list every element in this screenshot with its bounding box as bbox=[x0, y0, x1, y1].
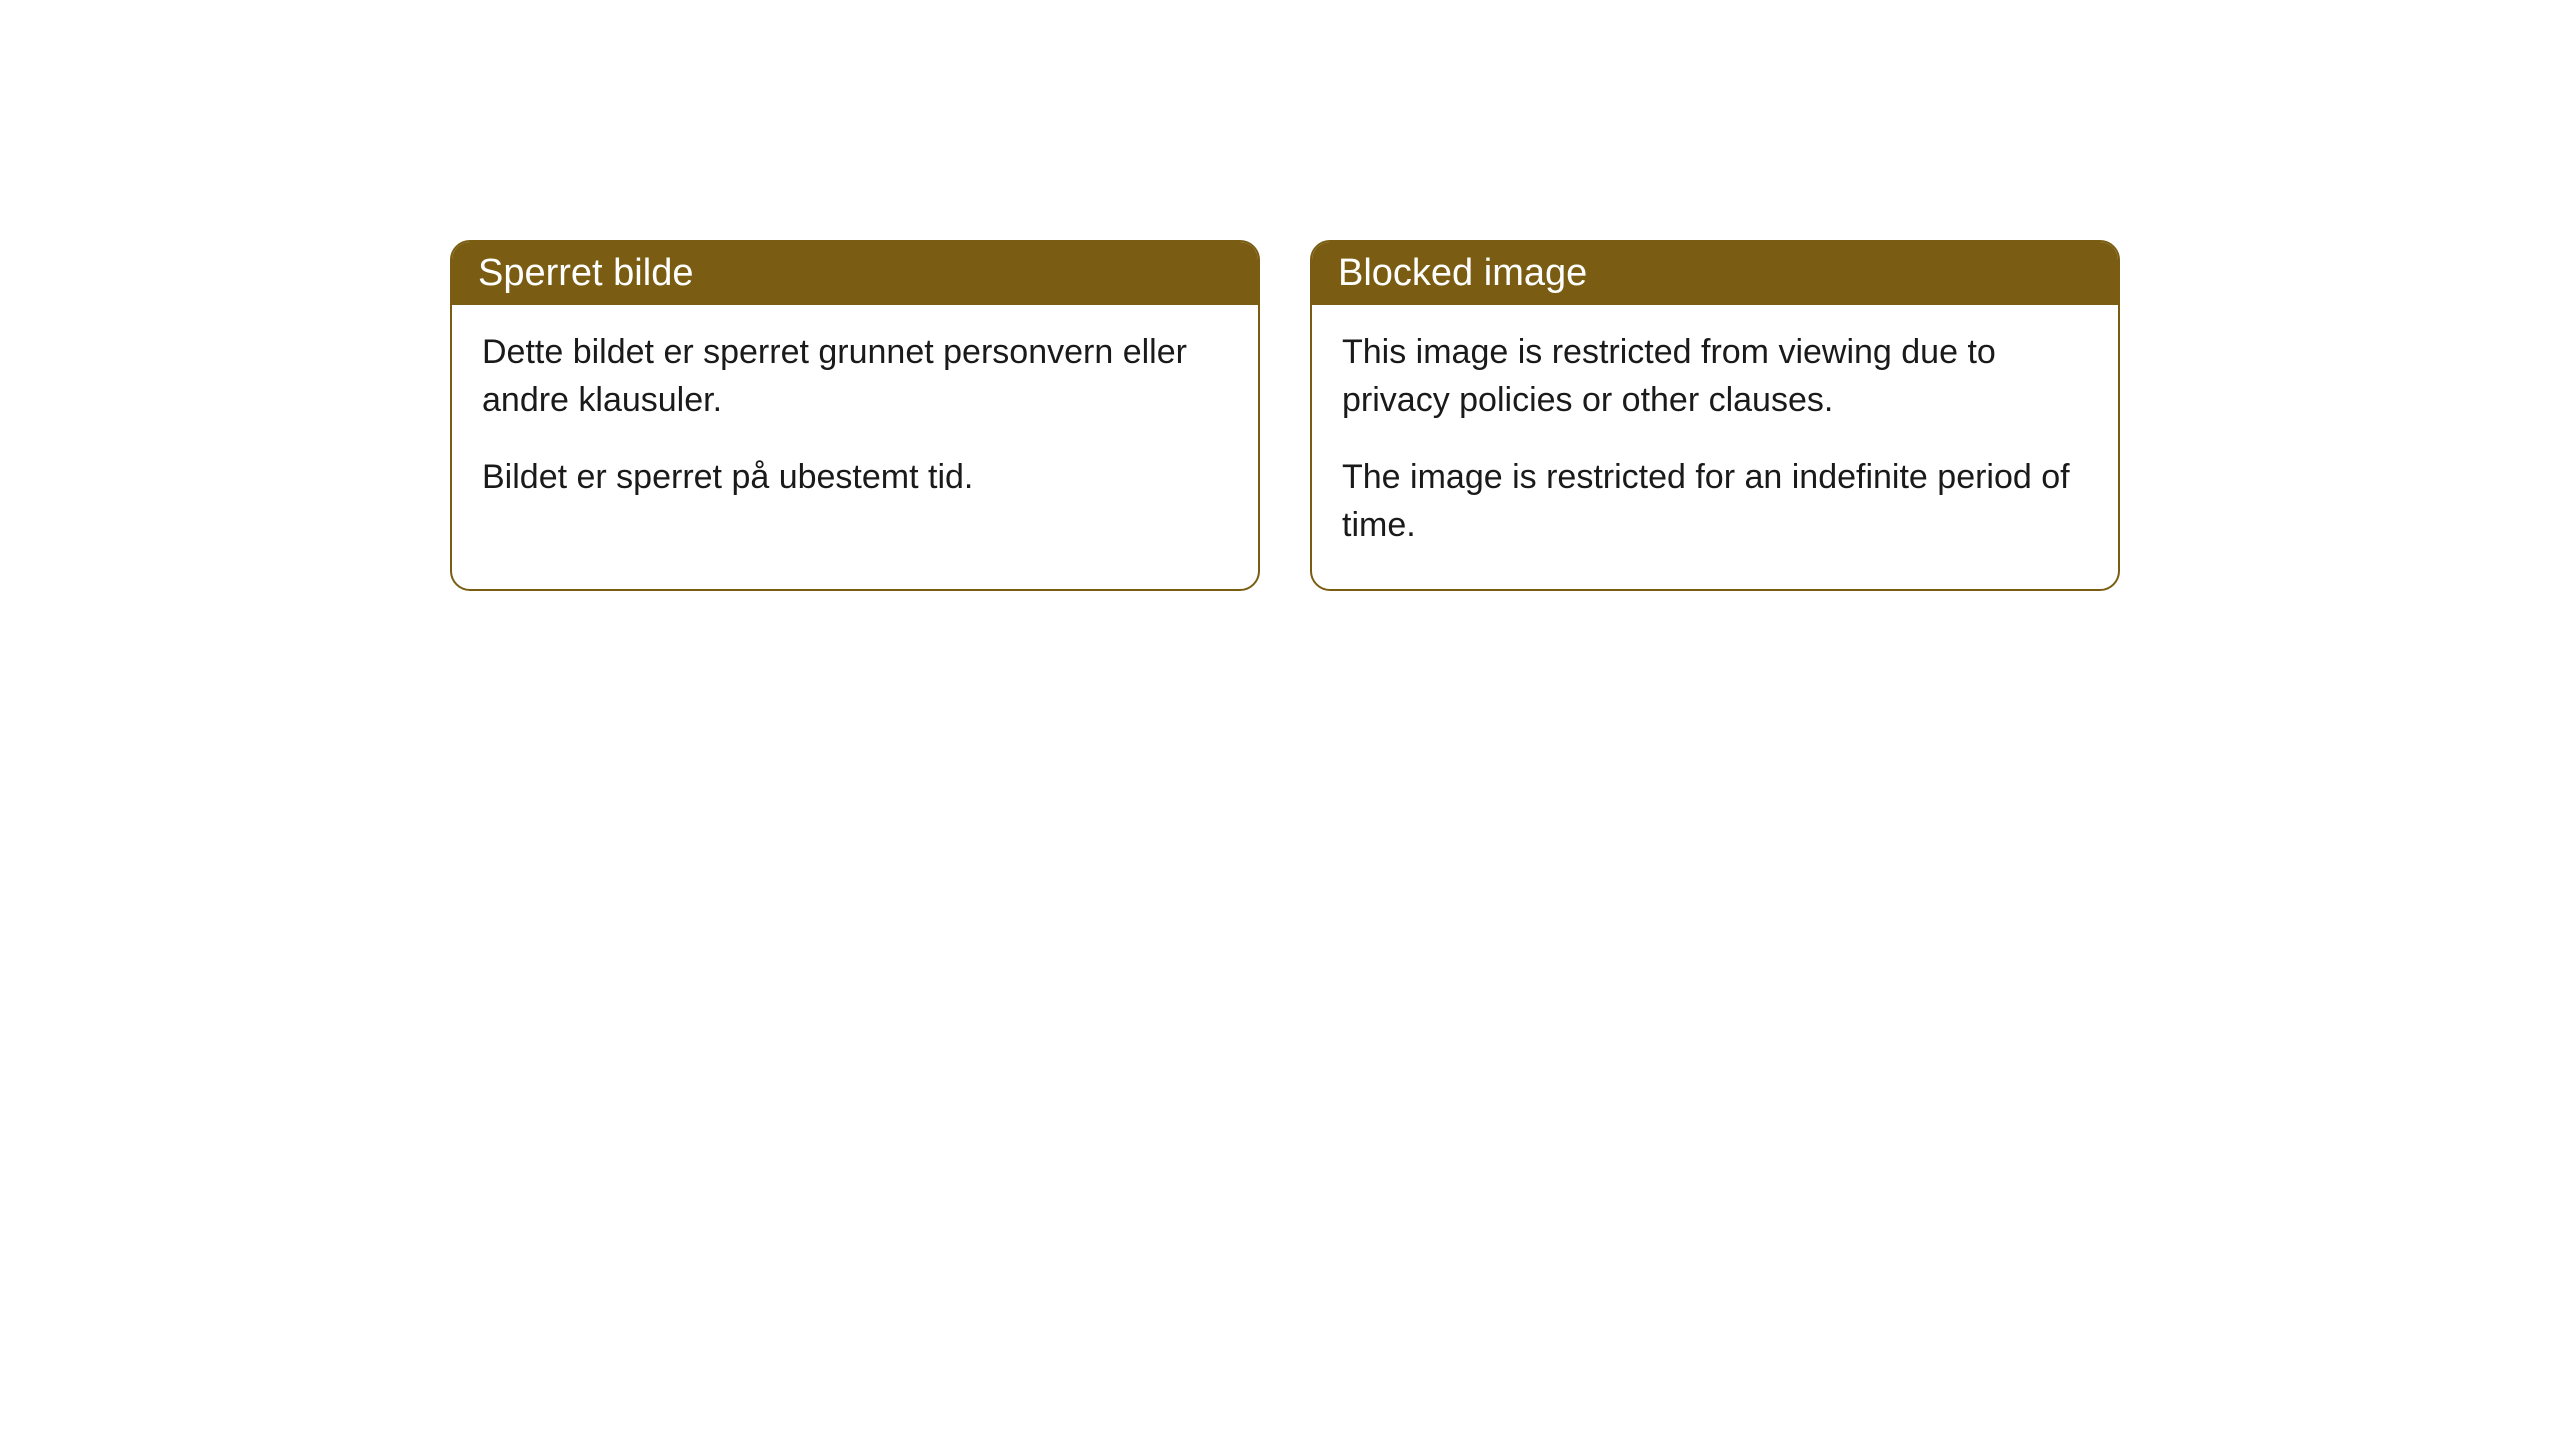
card-body: Dette bildet er sperret grunnet personve… bbox=[452, 305, 1258, 542]
card-paragraph: The image is restricted for an indefinit… bbox=[1342, 454, 2088, 549]
card-title: Sperret bilde bbox=[478, 252, 693, 294]
card-body: This image is restricted from viewing du… bbox=[1312, 305, 2118, 589]
notice-card-norwegian: Sperret bilde Dette bildet er sperret gr… bbox=[450, 240, 1260, 591]
notice-card-english: Blocked image This image is restricted f… bbox=[1310, 240, 2120, 591]
card-header: Blocked image bbox=[1312, 242, 2118, 305]
card-paragraph: Bildet er sperret på ubestemt tid. bbox=[482, 454, 1228, 502]
card-title: Blocked image bbox=[1338, 252, 1587, 294]
notice-cards-container: Sperret bilde Dette bildet er sperret gr… bbox=[0, 0, 2560, 591]
card-paragraph: This image is restricted from viewing du… bbox=[1342, 329, 2088, 424]
card-paragraph: Dette bildet er sperret grunnet personve… bbox=[482, 329, 1228, 424]
card-header: Sperret bilde bbox=[452, 242, 1258, 305]
